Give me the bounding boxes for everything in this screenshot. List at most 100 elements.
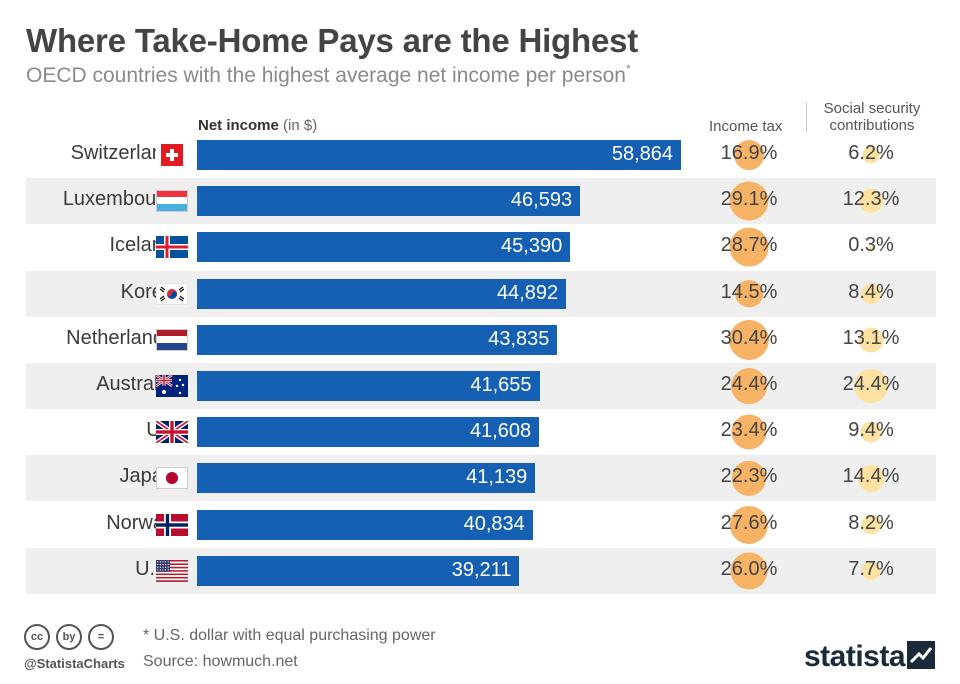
net-income-value: 46,593 xyxy=(510,189,573,212)
income-tax-bubble xyxy=(729,319,769,360)
net-income-bar: 39,211 xyxy=(197,555,520,586)
income-tax-bubble xyxy=(730,552,768,590)
chart-row: Luxembourg 46,593 29.1% 12.3% xyxy=(26,178,936,225)
income-tax-value: 23.4% xyxy=(720,419,778,442)
income-tax-value: 24.4% xyxy=(720,373,778,395)
country-label: Australia xyxy=(96,373,174,395)
income-tax-value: 27.6% xyxy=(720,511,778,534)
net-income-bar: 41,608 xyxy=(197,417,540,448)
net-income-header-unit: (in $) xyxy=(283,117,318,134)
social-security-bubble xyxy=(861,561,881,581)
country-label: Luxembourg xyxy=(62,188,174,211)
twitter-handle[interactable]: @StatistaCharts xyxy=(24,656,125,671)
social-security-value: 7.7% xyxy=(848,557,894,580)
net-income-bar: 40,834 xyxy=(197,509,533,540)
flag-japan-icon xyxy=(156,467,188,490)
income-tax-bubble xyxy=(734,140,764,170)
social-security-bubble xyxy=(869,245,873,250)
chart-row: Japan 41,139 22.3% 14.4% xyxy=(26,455,936,502)
income-tax-bubble xyxy=(729,227,769,267)
income-tax-bubble xyxy=(731,461,767,496)
chart-row: Netherlands 43,835 30.4% 13.1% xyxy=(26,317,936,363)
social-security-value: 14.4% xyxy=(842,465,900,488)
chart-row: U.S. 39,211 26.0% 7.7% xyxy=(26,547,936,594)
net-income-header: Net income (in $) xyxy=(198,117,317,134)
income-tax-bubble xyxy=(735,279,763,308)
country-label: Switzerland xyxy=(70,142,174,164)
social-security-bubble xyxy=(862,146,880,164)
flag-us-icon xyxy=(156,559,188,584)
chart-subtitle: OECD countries with the highest average … xyxy=(26,62,631,88)
source-note: Source: howmuch.net xyxy=(143,653,298,670)
social-security-value: 6.2% xyxy=(848,142,894,164)
social-security-bubble xyxy=(860,421,882,443)
country-label: Netherlands xyxy=(66,326,174,349)
social-security-bubble xyxy=(858,189,884,214)
social-security-value: 9.4% xyxy=(848,419,894,442)
chart-row: Switzerland 58,864 16.9% 6.2% xyxy=(26,132,936,178)
net-income-value: 44,892 xyxy=(496,281,559,304)
chart-row: Korea 44,892 14.5% 8.4% xyxy=(26,270,936,317)
social-security-bubble xyxy=(858,327,884,353)
no-derivatives-icon[interactable]: = xyxy=(88,624,114,650)
income-tax-value: 16.9% xyxy=(720,142,778,164)
income-tax-bubble xyxy=(729,181,769,221)
social-security-value: 8.2% xyxy=(848,511,894,534)
column-divider xyxy=(806,102,807,132)
statista-logo[interactable]: statista xyxy=(804,640,906,673)
footnote: * U.S. dollar with equal purchasing powe… xyxy=(143,627,436,644)
chart-rows: Switzerland 58,864 16.9% 6.2% Luxembourg 46,5… xyxy=(26,132,936,594)
flag-netherlands-icon xyxy=(156,328,188,351)
social-security-value: 8.4% xyxy=(848,280,894,303)
income-tax-bubble xyxy=(729,505,769,544)
net-income-value: 41,608 xyxy=(469,420,532,443)
social-security-value: 24.4% xyxy=(842,373,900,395)
income-tax-value: 14.5% xyxy=(720,280,778,303)
income-tax-value: 29.1% xyxy=(720,188,778,211)
chart-row: Norway 40,834 27.6% 8.2% xyxy=(26,502,936,548)
income-tax-bubble xyxy=(731,414,767,450)
income-tax-bubble xyxy=(731,368,767,404)
chart-row: Australia 41,655 24.4% 24.4% xyxy=(26,363,936,409)
social-security-bubble xyxy=(861,514,881,535)
net-income-bar: 46,593 xyxy=(197,186,581,217)
net-income-bar: 58,864 xyxy=(197,140,681,170)
flag-norway-icon xyxy=(156,513,188,536)
subtitle-text: OECD countries with the highest average … xyxy=(26,64,626,87)
net-income-value: 40,834 xyxy=(463,512,525,535)
flag-australia-icon xyxy=(155,373,188,397)
creative-commons-icon[interactable]: cc xyxy=(24,624,50,650)
statista-logo-icon xyxy=(907,641,935,669)
social-security-header: Social security contributions xyxy=(812,100,932,134)
net-income-bar: 45,390 xyxy=(197,232,571,263)
income-tax-value: 26.0% xyxy=(720,557,778,580)
social-security-bubble xyxy=(857,465,885,492)
income-tax-value: 22.3% xyxy=(720,465,778,488)
chart-row: Iceland 45,390 28.7% 0.3% xyxy=(26,224,936,270)
social-security-bubble xyxy=(861,283,881,304)
net-income-bar: 43,835 xyxy=(197,324,558,355)
income-tax-value: 28.7% xyxy=(720,234,778,257)
social-security-value: 12.3% xyxy=(842,188,900,211)
net-income-value: 41,655 xyxy=(470,374,532,396)
net-income-value: 41,139 xyxy=(466,466,528,489)
net-income-value: 39,211 xyxy=(451,558,512,581)
social-security-value: 13.1% xyxy=(842,326,900,349)
chart-title: Where Take-Home Pays are the Highest xyxy=(26,22,639,59)
social-security-header-line2: contributions xyxy=(829,117,915,134)
net-income-bar: 41,655 xyxy=(197,371,540,401)
social-security-value: 0.3% xyxy=(848,234,894,257)
flag-iceland-icon xyxy=(156,236,188,259)
flag-switzerland-icon xyxy=(156,144,188,166)
net-income-bar: 44,892 xyxy=(197,278,567,309)
net-income-header-label: Net income xyxy=(198,117,279,134)
license-icons: cc by = xyxy=(24,624,114,650)
income-tax-header: Income tax xyxy=(709,118,783,135)
subtitle-footnote-mark: * xyxy=(626,62,631,76)
net-income-value: 58,864 xyxy=(611,143,673,165)
flag-korea-icon xyxy=(155,282,189,306)
social-security-bubble xyxy=(854,369,888,403)
income-tax-value: 30.4% xyxy=(720,326,778,349)
attribution-icon[interactable]: by xyxy=(56,624,82,650)
